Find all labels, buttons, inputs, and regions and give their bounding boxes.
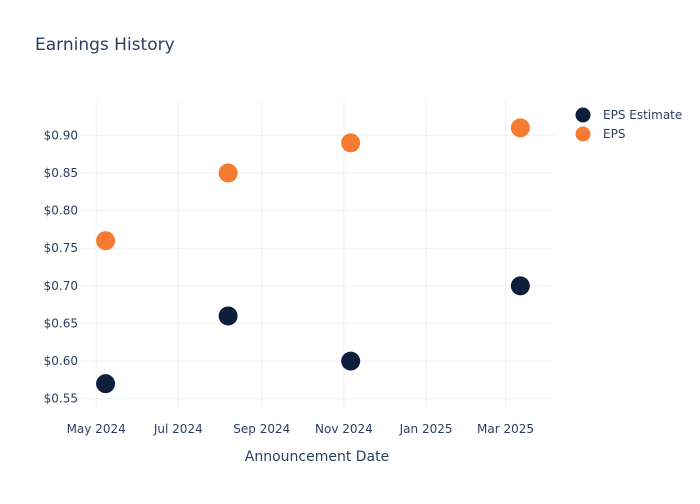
eps-estimate-point[interactable] xyxy=(341,351,361,371)
legend-marker xyxy=(575,107,591,123)
x-tick-label: Mar 2025 xyxy=(477,422,534,436)
x-tick-label: May 2024 xyxy=(67,422,126,436)
y-axis-ticks: $0.55 $0.60 $0.65 $0.70 $0.75 $0.80 $0.85 $0.90 xyxy=(44,128,78,405)
eps-estimate-point[interactable] xyxy=(96,374,116,394)
y-tick-label: $0.75 xyxy=(44,241,78,255)
eps-point[interactable] xyxy=(510,118,530,138)
y-tick-label: $0.60 xyxy=(44,354,78,368)
legend-item-eps-estimate[interactable]: EPS Estimate xyxy=(575,107,683,123)
x-axis-ticks: May 2024 Jul 2024 Sep 2024 Nov 2024 Jan 2025… xyxy=(67,422,534,436)
x-tick-label: Nov 2024 xyxy=(315,422,373,436)
x-tick-label: Jan 2025 xyxy=(399,422,453,436)
x-axis-label: Announcement Date xyxy=(245,449,389,465)
y-tick-label: $0.85 xyxy=(44,166,78,180)
eps-estimate-point[interactable] xyxy=(218,306,238,326)
x-tick-label: Jul 2024 xyxy=(153,422,203,436)
eps-point[interactable] xyxy=(96,231,116,251)
data-points xyxy=(96,118,530,394)
y-tick-label: $0.80 xyxy=(44,204,78,218)
chart-title: Earnings History xyxy=(35,35,175,55)
x-tick-label: Sep 2024 xyxy=(233,422,290,436)
legend-label: EPS Estimate xyxy=(603,108,682,122)
legend-marker xyxy=(575,126,591,142)
legend[interactable]: EPS Estimate EPS xyxy=(575,107,683,142)
eps-estimate-point[interactable] xyxy=(510,276,530,296)
legend-label: EPS xyxy=(603,127,625,141)
y-tick-label: $0.65 xyxy=(44,316,78,330)
eps-point[interactable] xyxy=(341,133,361,153)
legend-item-eps[interactable]: EPS xyxy=(575,126,626,142)
y-tick-label: $0.55 xyxy=(44,392,78,406)
y-tick-label: $0.90 xyxy=(44,128,78,142)
eps-point[interactable] xyxy=(218,163,238,183)
y-tick-label: $0.70 xyxy=(44,279,78,293)
grid-lines xyxy=(80,100,554,410)
